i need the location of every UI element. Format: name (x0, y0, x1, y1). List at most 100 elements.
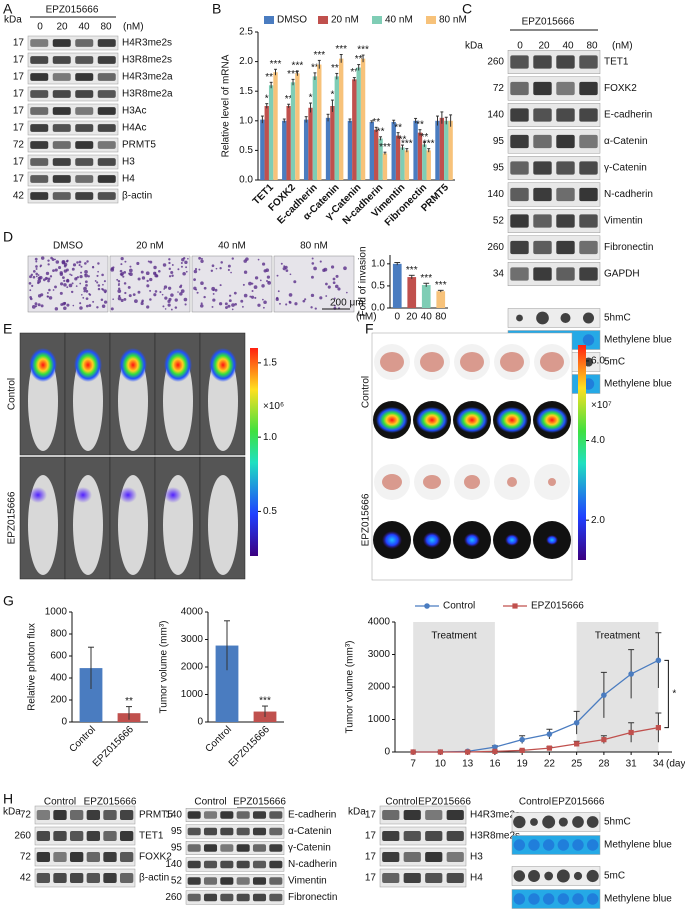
kda-label: 72 (493, 83, 505, 94)
band (103, 830, 117, 842)
protein-label: H4 (122, 174, 135, 185)
cell (146, 279, 149, 283)
band (510, 81, 529, 96)
significance: ** (355, 54, 363, 65)
band (236, 893, 250, 902)
signal (29, 348, 57, 382)
x-tick-label: 31 (626, 759, 638, 770)
significance: ** (350, 67, 358, 78)
cell (145, 271, 150, 276)
cell (314, 307, 317, 310)
cell (302, 299, 306, 303)
x-axis-label: (nM) (356, 312, 377, 323)
legend-label: 40 nM (385, 15, 413, 26)
band (30, 107, 49, 115)
band (425, 830, 443, 842)
cell (97, 270, 99, 273)
band (103, 851, 117, 863)
cell (141, 276, 146, 280)
band (579, 134, 598, 149)
signal (496, 407, 528, 433)
bar (356, 67, 361, 180)
band (97, 141, 116, 149)
x-tick-label: 13 (462, 759, 474, 770)
cell (200, 259, 204, 263)
cell (319, 260, 322, 263)
group-label: Control (44, 797, 76, 808)
signal (536, 407, 568, 433)
dot (582, 334, 595, 346)
cell (94, 280, 97, 282)
colorbar-label: 2.0 (591, 515, 605, 526)
band (425, 809, 443, 821)
band (52, 158, 71, 166)
cell (304, 298, 307, 301)
cell (149, 260, 153, 264)
significance: ** (377, 126, 385, 137)
cell (28, 282, 32, 285)
band (252, 893, 267, 902)
cell (104, 291, 107, 294)
band (533, 81, 552, 96)
band (533, 240, 552, 255)
significance: *** (406, 265, 418, 276)
cell (245, 257, 249, 261)
significance: * (265, 93, 269, 104)
band (510, 187, 529, 202)
cell (58, 266, 62, 270)
protein-label: H3R8me2a (122, 89, 173, 100)
cell (335, 274, 339, 278)
treatment-label: EPZ015666 (522, 17, 575, 28)
bar (268, 85, 274, 180)
band (579, 81, 598, 96)
dot (556, 869, 570, 883)
x-axis-label: (day) (666, 759, 685, 770)
x-tick-label: 19 (517, 759, 529, 770)
band (53, 809, 67, 821)
band (556, 108, 575, 122)
cell (168, 275, 172, 278)
cell (35, 260, 38, 263)
cell (263, 269, 267, 273)
band (75, 192, 94, 200)
colorbar (250, 348, 258, 556)
signal (164, 348, 192, 382)
dot (586, 816, 599, 828)
cell (234, 302, 237, 306)
cell (118, 287, 121, 290)
point (628, 671, 634, 677)
cell (194, 267, 198, 271)
cell (259, 279, 262, 282)
cell (35, 267, 38, 270)
kda-label: 17 (13, 55, 25, 66)
bar (391, 121, 396, 180)
blot-strip (27, 137, 119, 153)
x-tick-label: Control (67, 724, 98, 755)
cell (39, 264, 43, 267)
cell (88, 304, 92, 307)
bar (282, 120, 287, 180)
x-tick-label: 0 (394, 312, 400, 323)
band (52, 39, 71, 47)
cell (123, 282, 127, 285)
image-label: 40 nM (218, 241, 246, 252)
kda-header: kDa (465, 41, 483, 52)
cell (35, 275, 38, 278)
cell (66, 279, 70, 283)
point (437, 749, 444, 755)
band (75, 73, 94, 81)
band (220, 893, 234, 902)
band (187, 877, 201, 885)
x-tick-label: EPZ015666 (227, 724, 272, 769)
bar (448, 120, 453, 180)
dose-label: 40 (78, 22, 90, 33)
band (382, 809, 400, 821)
cell (153, 265, 157, 270)
significance: ** (399, 135, 407, 146)
tumor (507, 477, 517, 487)
colorbar-multiplier: ×10⁷ (591, 400, 612, 411)
cell (231, 257, 234, 260)
cell (85, 289, 89, 293)
cell (171, 264, 174, 266)
band (187, 811, 201, 819)
